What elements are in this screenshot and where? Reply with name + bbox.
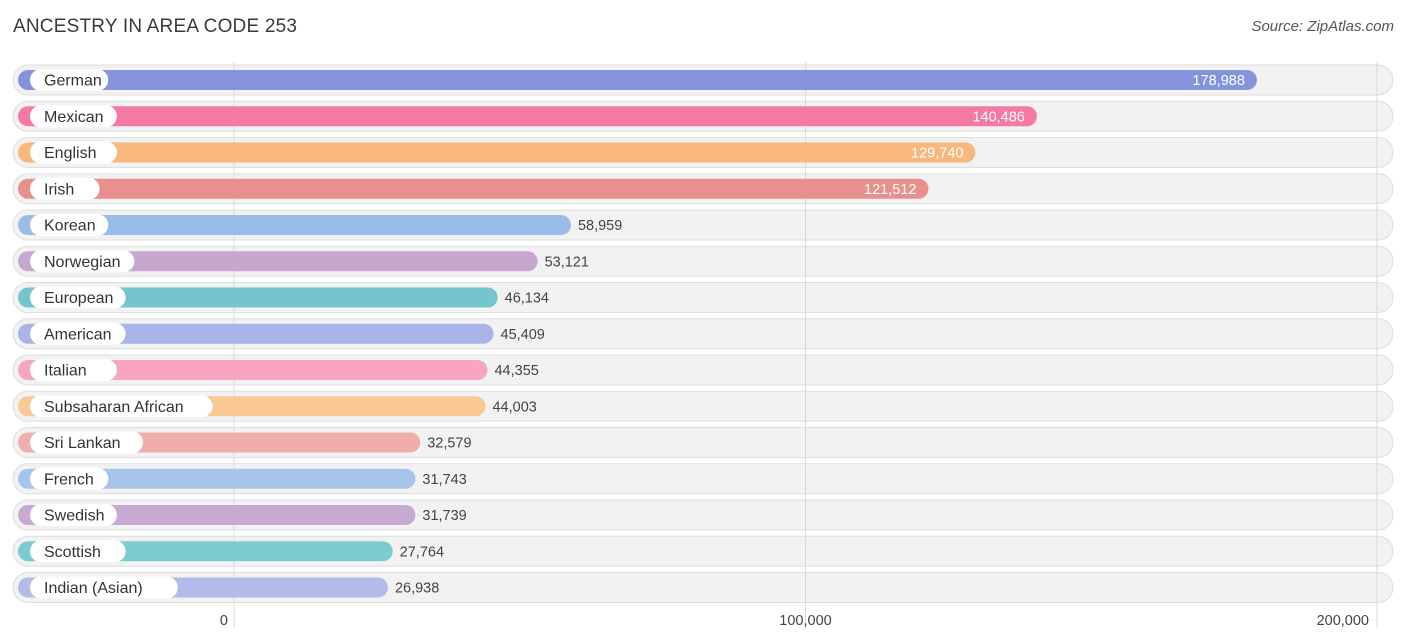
value-label: 31,743: [422, 472, 466, 488]
category-label-pill: [30, 395, 213, 418]
value-label: 121,512: [864, 182, 916, 198]
category-label-pill: [30, 359, 117, 381]
chart-title: ANCESTRY IN AREA CODE 253: [13, 16, 298, 37]
value-label: 27,764: [400, 544, 444, 560]
category-label-pill: [30, 69, 109, 91]
category-label: German: [44, 73, 102, 90]
category-label-pill: [30, 250, 135, 273]
bar: [18, 468, 416, 489]
category-label-pill: [30, 214, 109, 236]
category-label-pill: [30, 540, 126, 563]
value-label: 26,938: [395, 581, 439, 597]
bar: [18, 251, 538, 272]
category-label: Swedish: [44, 508, 104, 525]
category-label: Scottish: [44, 544, 101, 561]
x-tick-label: 100,000: [779, 613, 831, 629]
bar: [18, 178, 929, 199]
value-label: 32,579: [427, 436, 471, 452]
category-label: Indian (Asian): [44, 580, 143, 597]
category-label-pill: [30, 141, 117, 164]
category-label: American: [44, 326, 112, 343]
category-label: French: [44, 471, 94, 488]
category-label-pill: [30, 504, 117, 526]
category-label: Norwegian: [44, 254, 120, 271]
category-label: English: [44, 145, 96, 162]
category-label: Sri Lankan: [44, 435, 121, 452]
category-label: Subsaharan African: [44, 399, 184, 416]
x-tick-label: 0: [220, 613, 228, 629]
bar: [18, 215, 571, 235]
category-label-pill: [30, 177, 100, 200]
value-label: 31,739: [422, 508, 466, 524]
source-credit: Source: ZipAtlas.com: [1251, 18, 1394, 35]
value-label: 140,486: [972, 109, 1024, 125]
value-label: 44,003: [492, 399, 536, 415]
category-label: Mexican: [44, 109, 104, 126]
value-label: 58,959: [578, 218, 622, 234]
bar: [18, 505, 416, 525]
category-label-pill: [30, 322, 126, 345]
category-label: Korean: [44, 218, 96, 235]
bar: [18, 70, 1257, 90]
value-label: 129,740: [911, 146, 963, 162]
value-label: 45,409: [501, 327, 545, 343]
value-label: 53,121: [545, 254, 589, 270]
bar: [18, 142, 976, 163]
value-label: 178,988: [1192, 73, 1244, 89]
category-label-pill: [30, 467, 109, 490]
x-tick-label: 200,000: [1317, 613, 1369, 629]
bar: [18, 360, 488, 380]
category-label-pill: [30, 576, 178, 599]
category-label: Italian: [44, 363, 87, 380]
bar: [18, 106, 1037, 127]
category-label-pill: [30, 105, 117, 128]
bar: [18, 323, 494, 344]
category-label: European: [44, 290, 113, 307]
category-label-pill: [30, 431, 143, 454]
category-label: Irish: [44, 181, 74, 198]
bar: [18, 287, 498, 308]
category-label-pill: [30, 286, 126, 309]
value-label: 44,355: [494, 363, 538, 379]
value-label: 46,134: [505, 291, 549, 307]
